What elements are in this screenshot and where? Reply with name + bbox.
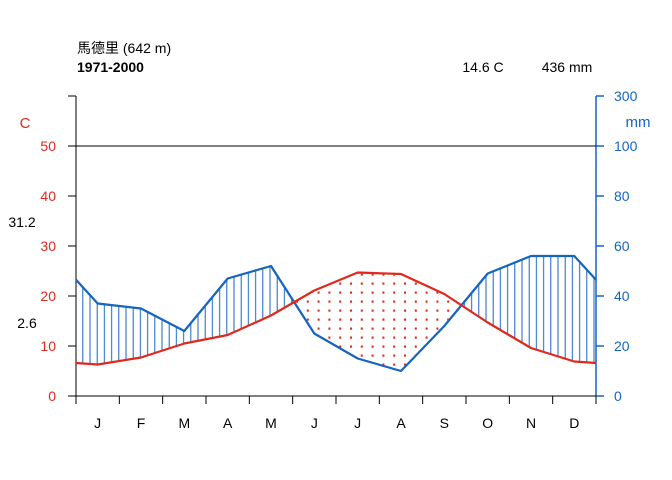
axes: 0 10 20 30 40 50 0 20 40 60 80 100 300 J F M A M J J A S O N D [40, 88, 637, 431]
precipitation-tick-label: 60 [614, 238, 630, 254]
precipitation-tick-label: 300 [614, 88, 638, 104]
humid-area-1 [462, 256, 596, 363]
precipitation-line [75, 254, 597, 373]
fill-areas [76, 256, 596, 371]
month-label: N [526, 415, 536, 431]
precipitation-tick-label: 0 [614, 388, 622, 404]
station-name: 馬德里 (642 m) [77, 40, 171, 56]
month-label: S [440, 415, 449, 431]
precipitation-tick-label: 20 [614, 338, 630, 354]
humid-area-0 [76, 266, 294, 365]
month-label: D [569, 415, 579, 431]
month-label: J [311, 415, 318, 431]
temperature-tick-label: 10 [40, 338, 56, 354]
month-label: J [354, 415, 361, 431]
series-lines [75, 254, 597, 373]
precipitation-axis-label: mm [626, 114, 651, 131]
temperature-tick-label: 30 [40, 238, 56, 254]
month-label: M [265, 415, 277, 431]
temperature-tick-label: 20 [40, 288, 56, 304]
precipitation-tick-label: 100 [614, 138, 638, 154]
temperature-axis-label: C [20, 115, 31, 132]
abs-min-temperature: 2.6 [17, 315, 37, 331]
month-label: M [178, 415, 190, 431]
precipitation-tick-label: 40 [614, 288, 630, 304]
total-precipitation: 436 mm [542, 59, 593, 75]
period: 1971-2000 [77, 59, 144, 75]
month-label: A [396, 415, 406, 431]
temperature-tick-label: 40 [40, 188, 56, 204]
dry-area-0 [295, 272, 461, 371]
month-label: O [482, 415, 493, 431]
month-label: A [223, 415, 233, 431]
temperature-tick-label: 0 [48, 388, 56, 404]
temperature-line [75, 271, 597, 366]
month-label: F [137, 415, 146, 431]
precipitation-tick-label: 80 [614, 188, 630, 204]
mean-temperature: 14.6 C [462, 59, 503, 75]
temperature-tick-label: 50 [40, 138, 56, 154]
abs-max-temperature: 31.2 [8, 214, 35, 230]
month-label: J [94, 415, 101, 431]
